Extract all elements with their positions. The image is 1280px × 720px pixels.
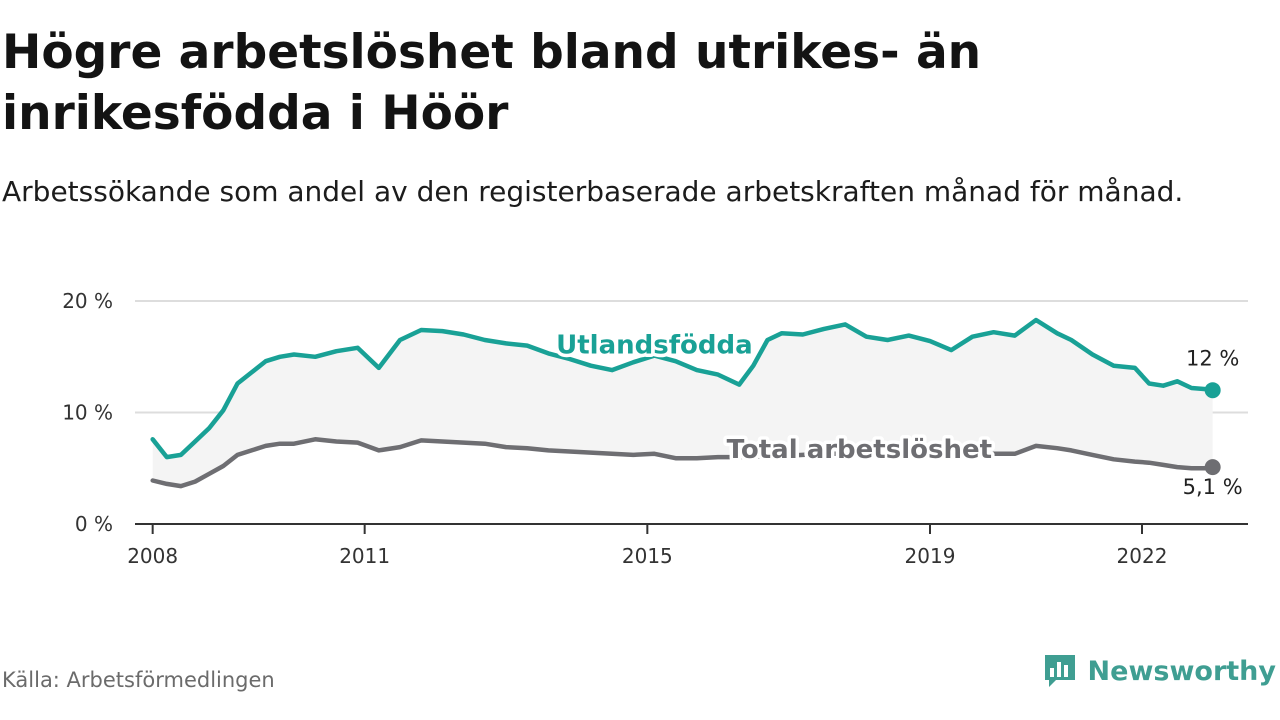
x-tick-label: 2022 [1117,544,1168,568]
line-chart: 0 % 10 % 20 % 2008 2011 2015 2019 2022 Utlands… [62,289,1248,568]
series-line-total [150,437,1215,489]
gap-band [152,320,1213,487]
y-tick-label: 10 % [62,401,113,425]
chart-title: Högre arbetslöshet bland utrikes- än inr… [2,25,982,141]
series-labels: Utlandsfödda 12 % Total arbetslöshet 5,1 % [553,327,1243,499]
series-lines [150,317,1221,489]
y-tick-label: 20 % [62,289,113,313]
brand[interactable]: Newsworthy [1042,652,1276,690]
series-inline-label: Total arbetslöshet [727,435,992,465]
x-tick-label: 2019 [905,544,956,568]
y-tick-label: 0 % [75,512,113,536]
end-point-marker [1204,459,1221,476]
x-tick-label: 2008 [127,544,178,568]
end-value-label: 12 % [1186,347,1239,371]
end-value-label: 5,1 % [1183,475,1243,499]
end-point-marker [1204,382,1221,399]
x-tick-label: 2015 [622,544,673,568]
chart-subtitle: Arbetssökande som andel av den registerb… [2,175,1184,208]
source-note: Källa: Arbetsförmedlingen [2,668,275,692]
x-axis: 2008 2011 2015 2019 2022 [127,523,1248,568]
newsworthy-logo-icon [1044,655,1075,687]
brand-name[interactable]: Newsworthy [1087,655,1276,687]
series-line-utlandsfodda [150,317,1215,460]
y-axis: 0 % 10 % 20 % [62,289,113,536]
series-inline-label: Utlandsfödda [556,330,753,360]
x-tick-label: 2011 [339,544,390,568]
